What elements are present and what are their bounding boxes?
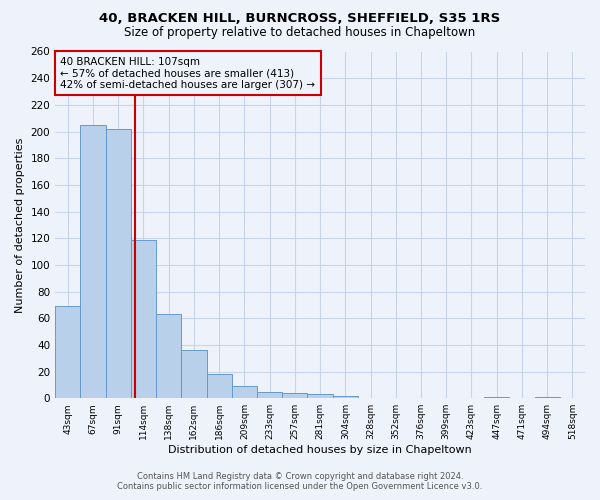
Bar bbox=[332, 396, 358, 398]
Bar bbox=[106, 129, 131, 398]
Bar bbox=[282, 393, 307, 398]
Text: Size of property relative to detached houses in Chapeltown: Size of property relative to detached ho… bbox=[124, 26, 476, 39]
Bar bbox=[55, 306, 80, 398]
Bar bbox=[181, 350, 206, 398]
Y-axis label: Number of detached properties: Number of detached properties bbox=[15, 137, 25, 312]
Bar bbox=[535, 397, 560, 398]
Bar bbox=[131, 240, 156, 398]
Bar bbox=[257, 392, 282, 398]
Bar bbox=[232, 386, 257, 398]
Bar bbox=[80, 125, 106, 398]
Text: 40, BRACKEN HILL, BURNCROSS, SHEFFIELD, S35 1RS: 40, BRACKEN HILL, BURNCROSS, SHEFFIELD, … bbox=[100, 12, 500, 26]
Text: 40 BRACKEN HILL: 107sqm
← 57% of detached houses are smaller (413)
42% of semi-d: 40 BRACKEN HILL: 107sqm ← 57% of detache… bbox=[61, 56, 316, 90]
Bar bbox=[206, 374, 232, 398]
Text: Contains HM Land Registry data © Crown copyright and database right 2024.
Contai: Contains HM Land Registry data © Crown c… bbox=[118, 472, 482, 491]
Bar bbox=[484, 397, 509, 398]
Bar bbox=[156, 314, 181, 398]
Bar bbox=[307, 394, 332, 398]
X-axis label: Distribution of detached houses by size in Chapeltown: Distribution of detached houses by size … bbox=[168, 445, 472, 455]
